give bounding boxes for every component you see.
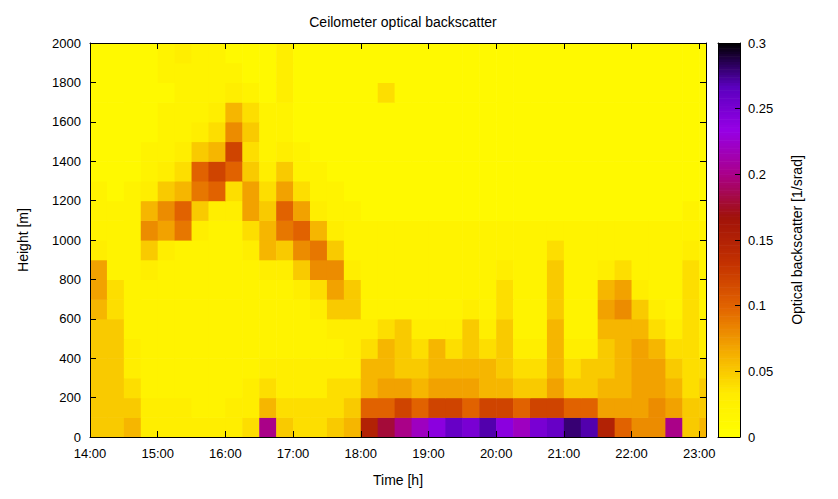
svg-text:Optical backscatter [1/srad]: Optical backscatter [1/srad] <box>789 155 805 325</box>
svg-text:2000: 2000 <box>52 36 81 51</box>
svg-text:0.05: 0.05 <box>748 364 773 379</box>
svg-text:0.25: 0.25 <box>748 101 773 116</box>
svg-text:Height [m]: Height [m] <box>15 208 31 272</box>
svg-text:0.15: 0.15 <box>748 233 773 248</box>
svg-text:1800: 1800 <box>52 75 81 90</box>
svg-text:0.3: 0.3 <box>748 36 766 51</box>
svg-text:15:00: 15:00 <box>141 446 174 461</box>
svg-text:1400: 1400 <box>52 154 81 169</box>
svg-text:600: 600 <box>59 311 81 326</box>
svg-text:Time [h]: Time [h] <box>373 472 423 488</box>
svg-text:200: 200 <box>59 390 81 405</box>
svg-text:0.2: 0.2 <box>748 167 766 182</box>
svg-text:21:00: 21:00 <box>548 446 581 461</box>
svg-text:18:00: 18:00 <box>344 446 377 461</box>
svg-text:23:00: 23:00 <box>683 446 716 461</box>
svg-text:1000: 1000 <box>52 233 81 248</box>
svg-text:14:00: 14:00 <box>74 446 107 461</box>
svg-text:0: 0 <box>74 430 81 445</box>
svg-text:400: 400 <box>59 351 81 366</box>
svg-text:20:00: 20:00 <box>480 446 513 461</box>
svg-text:0: 0 <box>748 430 755 445</box>
svg-text:0.1: 0.1 <box>748 298 766 313</box>
svg-text:22:00: 22:00 <box>615 446 648 461</box>
svg-text:1600: 1600 <box>52 114 81 129</box>
svg-text:Ceilometer optical backscatter: Ceilometer optical backscatter <box>309 14 497 30</box>
svg-text:1200: 1200 <box>52 193 81 208</box>
svg-text:17:00: 17:00 <box>277 446 310 461</box>
svg-text:800: 800 <box>59 272 81 287</box>
svg-text:19:00: 19:00 <box>412 446 445 461</box>
svg-text:16:00: 16:00 <box>209 446 242 461</box>
